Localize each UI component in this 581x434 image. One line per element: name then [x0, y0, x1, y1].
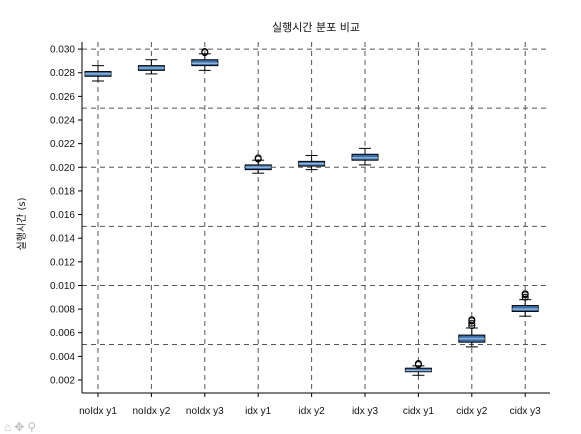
x-tick-label: idx y2 [299, 406, 326, 417]
box-1 [84, 65, 112, 82]
y-tick-label: 0.030 [50, 45, 75, 56]
x-tick-label: cidx y3 [510, 406, 542, 417]
y-tick-label: 0.014 [50, 234, 75, 245]
box-3 [191, 47, 219, 71]
x-tick-label: noIdx y3 [186, 406, 224, 417]
outlier-point [414, 359, 422, 367]
move-icon[interactable]: ✥ [14, 420, 25, 434]
grid-lines [82, 42, 550, 393]
y-tick-label: 0.020 [50, 163, 75, 174]
x-tick-label: noIdx y1 [79, 406, 117, 417]
box-9 [511, 290, 539, 317]
outlier-point [521, 290, 529, 298]
y-tick-label: 0.006 [50, 328, 75, 339]
outlier-point [521, 293, 529, 301]
outlier-point [468, 316, 476, 324]
x-tick-label: idx y1 [245, 406, 272, 417]
box-7 [404, 359, 432, 376]
y-tick-label: 0.016 [50, 210, 75, 221]
home-icon[interactable]: ⌂ [4, 420, 12, 434]
axes [78, 42, 550, 397]
outlier-point [468, 319, 476, 327]
chart-title: 실행시간 분포 비교 [272, 21, 360, 34]
plot-toolbar: ⌂ ✥ ⚲ [4, 421, 36, 433]
tick-labels: 0.002 0.004 0.006 0.008 0.010 0.012 0.014 0.016… [50, 45, 541, 417]
x-tick-label: noIdx y2 [132, 406, 170, 417]
box-8 [458, 316, 486, 348]
box-5 [298, 154, 326, 171]
box-4 [244, 154, 272, 174]
outlier-point [254, 154, 262, 162]
y-tick-label: 0.012 [50, 257, 75, 268]
zoom-icon[interactable]: ⚲ [27, 420, 37, 434]
box-2 [137, 59, 165, 75]
y-axis-label: 실행시간 (s) [16, 197, 28, 250]
y-tick-label: 0.022 [50, 139, 75, 150]
x-tick-label: cidx y1 [403, 406, 435, 417]
y-tick-label: 0.028 [50, 68, 75, 79]
y-tick-label: 0.008 [50, 305, 75, 316]
y-tick-label: 0.002 [50, 376, 75, 387]
x-tick-label: cidx y2 [456, 406, 488, 417]
box-6 [351, 147, 379, 166]
x-tick-label: idx y3 [352, 406, 379, 417]
y-tick-label: 0.024 [50, 116, 75, 127]
boxes [84, 47, 539, 376]
y-tick-label: 0.018 [50, 186, 75, 197]
y-tick-label: 0.004 [50, 352, 75, 363]
y-tick-label: 0.026 [50, 92, 75, 103]
outlier-point [201, 47, 209, 55]
y-tick-label: 0.010 [50, 281, 75, 292]
